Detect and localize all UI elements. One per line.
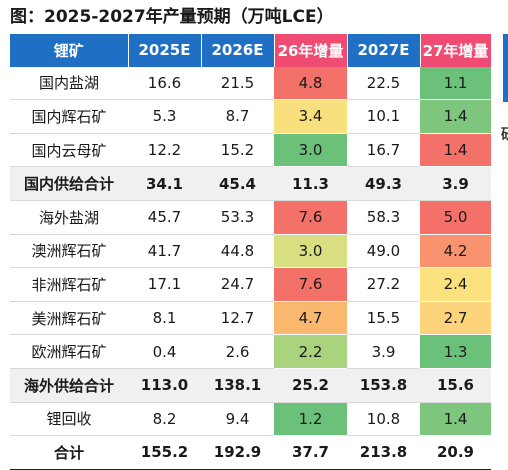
increment-27: 3.9 — [420, 166, 491, 201]
header-row: 锂矿 2025E 2026E 26年增量 2027E 27年增量 — [10, 34, 492, 67]
increment-26: 25.2 — [274, 368, 347, 403]
row-name: 国内盐湖 — [10, 66, 128, 101]
row-name: 海外盐湖 — [10, 200, 128, 235]
row-name: 非洲辉石矿 — [10, 267, 128, 302]
value-2025e: 45.7 — [128, 200, 201, 235]
row-name: 国内辉石矿 — [10, 99, 128, 134]
value-2025e: 8.2 — [128, 402, 201, 437]
value-2027e: 22.5 — [347, 66, 420, 101]
value-2025e: 34.1 — [128, 166, 201, 201]
increment-26: 3.0 — [274, 234, 347, 269]
value-2025e: 5.3 — [128, 99, 201, 134]
value-2027e: 15.5 — [347, 301, 420, 336]
value-2026e: 8.7 — [201, 99, 274, 134]
value-2027e: 27.2 — [347, 267, 420, 302]
increment-26: 3.4 — [274, 99, 347, 134]
header-mine: 锂矿 — [10, 34, 129, 67]
increment-26: 37.7 — [274, 435, 347, 470]
value-2026e: 192.9 — [201, 435, 274, 470]
increment-26: 4.7 — [274, 301, 347, 336]
increment-26: 2.2 — [274, 334, 347, 369]
row-name: 海外供给合计 — [10, 368, 128, 403]
row-name: 美洲辉石矿 — [10, 301, 128, 336]
value-2026e: 138.1 — [201, 368, 274, 403]
value-2026e: 9.4 — [201, 402, 274, 437]
table-row: 海外盐湖 45.7 53.3 7.6 58.3 5.0 — [10, 200, 491, 235]
table-row: 欧洲辉石矿 0.4 2.6 2.2 3.9 1.3 — [10, 334, 491, 369]
row-name: 欧洲辉石矿 — [10, 334, 128, 369]
value-2025e: 41.7 — [128, 234, 201, 269]
increment-27: 1.3 — [420, 334, 491, 369]
increment-27: 20.9 — [420, 435, 491, 470]
table-row: 美洲辉石矿 8.1 12.7 4.7 15.5 2.7 — [10, 301, 491, 336]
increment-26: 4.8 — [274, 66, 347, 101]
increment-27: 1.4 — [420, 133, 491, 168]
value-2027e: 10.1 — [347, 99, 420, 134]
subtotal-row: 海外供给合计 113.0 138.1 25.2 153.8 15.6 — [10, 368, 491, 403]
increment-27: 2.4 — [420, 267, 491, 302]
value-2027e: 49.0 — [347, 234, 420, 269]
increment-26: 3.0 — [274, 133, 347, 168]
increment-26: 11.3 — [274, 166, 347, 201]
value-2025e: 0.4 — [128, 334, 201, 369]
value-2026e: 2.6 — [201, 334, 274, 369]
table-row: 国内辉石矿 5.3 8.7 3.4 10.1 1.4 — [10, 99, 491, 134]
row-name: 国内云母矿 — [10, 133, 128, 168]
value-2027e: 49.3 — [347, 166, 420, 201]
table-title: 图：2025-2027年产量预期（万吨LCE） — [10, 7, 334, 27]
increment-26: 7.6 — [274, 267, 347, 302]
value-2025e: 8.1 — [128, 301, 201, 336]
value-2025e: 12.2 — [128, 133, 201, 168]
increment-27: 2.7 — [420, 301, 491, 336]
value-2026e: 15.2 — [201, 133, 274, 168]
value-2025e: 17.1 — [128, 267, 201, 302]
increment-27: 1.4 — [420, 402, 491, 437]
increment-27: 15.6 — [420, 368, 491, 403]
header-2026e: 2026E — [201, 34, 275, 67]
increment-27: 5.0 — [420, 200, 491, 235]
increment-26: 7.6 — [274, 200, 347, 235]
row-name: 国内供给合计 — [10, 166, 128, 201]
table-row: 国内云母矿 12.2 15.2 3.0 16.7 1.4 — [10, 133, 491, 168]
adjacent-text-fragment: 研 — [501, 124, 508, 144]
row-name: 锂回收 — [10, 402, 128, 437]
value-2026e: 44.8 — [201, 234, 274, 269]
increment-27: 4.2 — [420, 234, 491, 269]
value-2027e: 213.8 — [347, 435, 420, 470]
value-2026e: 45.4 — [201, 166, 274, 201]
value-2027e: 58.3 — [347, 200, 420, 235]
value-2026e: 53.3 — [201, 200, 274, 235]
value-2026e: 12.7 — [201, 301, 274, 336]
value-2027e: 3.9 — [347, 334, 420, 369]
header-2025e: 2025E — [128, 34, 202, 67]
value-2026e: 21.5 — [201, 66, 274, 101]
table-row: 非洲辉石矿 17.1 24.7 7.6 27.2 2.4 — [10, 267, 491, 302]
value-2027e: 10.8 — [347, 402, 420, 437]
value-2025e: 155.2 — [128, 435, 201, 470]
increment-26: 1.2 — [274, 402, 347, 437]
value-2027e: 153.8 — [347, 368, 420, 403]
total-row: 合计 155.2 192.9 37.7 213.8 20.9 — [10, 435, 491, 470]
header-26-increment: 26年增量 — [274, 34, 348, 67]
value-2026e: 24.7 — [201, 267, 274, 302]
value-2025e: 113.0 — [128, 368, 201, 403]
table-row: 澳洲辉石矿 41.7 44.8 3.0 49.0 4.2 — [10, 234, 491, 269]
adjacent-panel-edge — [503, 34, 508, 102]
increment-27: 1.4 — [420, 99, 491, 134]
subtotal-row: 国内供给合计 34.1 45.4 11.3 49.3 3.9 — [10, 166, 491, 201]
increment-27: 1.1 — [420, 66, 491, 101]
production-forecast-table: 锂矿 2025E 2026E 26年增量 2027E 27年增量 国内盐湖 16.… — [10, 34, 492, 470]
row-name: 澳洲辉石矿 — [10, 234, 128, 269]
header-2027e: 2027E — [347, 34, 421, 67]
value-2025e: 16.6 — [128, 66, 201, 101]
value-2027e: 16.7 — [347, 133, 420, 168]
table-row: 锂回收 8.2 9.4 1.2 10.8 1.4 — [10, 402, 491, 437]
header-27-increment: 27年增量 — [420, 34, 492, 67]
row-name: 合计 — [10, 435, 128, 470]
table-row: 国内盐湖 16.6 21.5 4.8 22.5 1.1 — [10, 66, 491, 101]
